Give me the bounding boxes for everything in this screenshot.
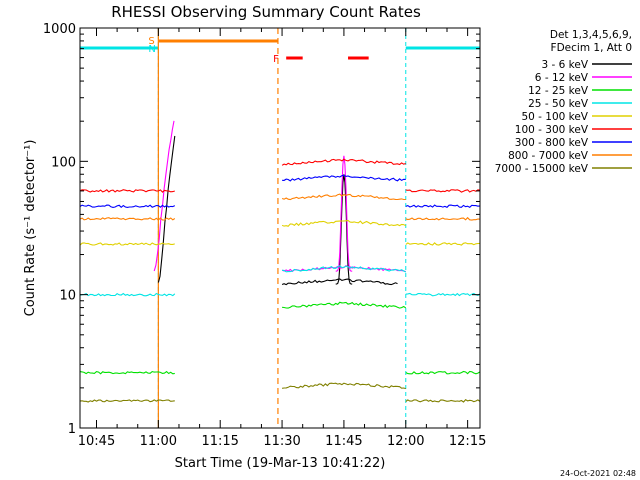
flare-label: F <box>273 54 279 65</box>
x-tick-label: 11:45 <box>325 434 362 449</box>
x-axis: 10:45 11:00 11:15 11:30 11:45 12:00 12:15 <box>78 28 486 449</box>
y-tick-label: 10 <box>59 289 76 304</box>
x-tick-label: 12:00 <box>387 434 424 449</box>
legend-entry: 3 - 6 keV <box>541 59 588 71</box>
y-axis: 1 10 100 1000 <box>43 22 480 437</box>
x-tick-label: 11:00 <box>140 434 177 449</box>
x-axis-label: Start Time (19-Mar-13 10:41:22) <box>175 456 386 471</box>
legend-entry: 50 - 100 keV <box>521 111 588 123</box>
plot-frame <box>79 27 481 429</box>
x-tick-label: 11:15 <box>201 434 238 449</box>
legend-entry: 7000 - 15000 keV <box>495 163 589 175</box>
annotation-labels: SN F <box>148 36 279 65</box>
night-label: N <box>148 44 155 55</box>
generated-timestamp: 24-Oct-2021 02:48 <box>560 469 636 478</box>
y-tick-label: 100 <box>51 155 76 170</box>
series-line <box>79 193 481 221</box>
legend-entry: 25 - 50 keV <box>528 98 589 110</box>
legend-header: Det 1,3,4,5,6,9, <box>550 29 632 41</box>
series-line <box>79 174 481 209</box>
legend-entry: 12 - 25 keV <box>528 85 589 97</box>
legend-entry: 300 - 800 keV <box>515 137 589 149</box>
series-line <box>79 301 481 375</box>
legend: Det 1,3,4,5,6,9,FDecim 1, Att 0 3 - 6 keV… <box>495 29 632 175</box>
chart-title: RHESSI Observing Summary Count Rates <box>111 3 421 21</box>
series-line <box>79 158 481 193</box>
legend-header: FDecim 1, Att 0 <box>551 42 632 54</box>
y-axis-label: Count Rate (s⁻¹ detector⁻¹) <box>23 140 38 317</box>
series-line <box>79 382 481 403</box>
x-tick-label: 10:45 <box>78 434 115 449</box>
x-tick-label: 11:30 <box>263 434 300 449</box>
saa-label: S <box>148 36 154 47</box>
series-line <box>157 135 398 286</box>
legend-entry: 100 - 300 keV <box>515 124 589 136</box>
plot-area <box>79 28 481 428</box>
series-line <box>79 265 481 297</box>
y-tick-label: 1000 <box>43 22 76 37</box>
series-line <box>79 219 481 246</box>
y-tick-label: 1 <box>68 422 76 437</box>
legend-entry: 6 - 12 keV <box>535 72 589 84</box>
legend-entry: 800 - 7000 keV <box>508 150 589 162</box>
x-tick-label: 12:15 <box>449 434 486 449</box>
